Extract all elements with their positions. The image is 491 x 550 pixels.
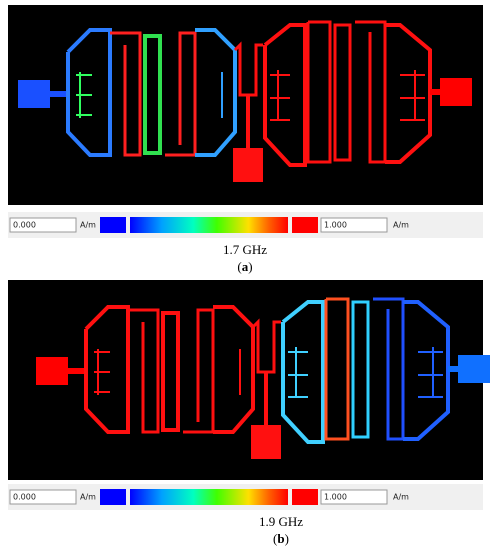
filter-layout (36, 297, 490, 459)
gradient-bar (130, 217, 288, 233)
port (251, 425, 281, 459)
paren: ( (273, 531, 277, 546)
trace (281, 300, 325, 444)
min-box (9, 489, 77, 505)
colorbar-max: 1.000 (324, 221, 347, 230)
panel-b: 0.000 A/m 1.000 A/m 1.9 GHz (b) (8, 280, 490, 546)
colorbar-max: 1.000 (324, 493, 347, 502)
unit: A/m (393, 493, 409, 502)
trace (128, 308, 160, 434)
max-box (320, 489, 388, 505)
paren: ( (237, 259, 241, 274)
filter-layout (18, 20, 472, 182)
label-letter: a (242, 259, 249, 274)
paren: ) (248, 259, 252, 274)
trace (66, 28, 112, 157)
trace (195, 28, 237, 157)
caption: 1.9 GHz (259, 514, 303, 529)
port (36, 357, 68, 385)
min-box (9, 217, 77, 233)
colorbar-min: 0.000 (13, 221, 36, 230)
port (233, 148, 263, 182)
port (458, 355, 490, 383)
high-swatch (292, 217, 318, 233)
trace (183, 308, 215, 434)
unit: A/m (393, 221, 409, 230)
panel-a: 0.000 A/m 1.000 A/m 1.7 GHz (a) (8, 5, 483, 274)
trace (324, 297, 350, 441)
colorbar-min: 0.000 (13, 493, 36, 502)
low-swatch (100, 489, 126, 505)
port (18, 80, 50, 108)
max-box (320, 217, 388, 233)
trace (110, 31, 142, 157)
trace (263, 23, 307, 167)
unit: A/m (80, 493, 96, 502)
resonator (333, 23, 352, 162)
panel-label: (a) (237, 259, 252, 274)
unit: A/m (80, 221, 96, 230)
high-swatch (292, 489, 318, 505)
trace (306, 20, 332, 164)
trace (84, 305, 130, 434)
port (440, 78, 472, 106)
resonator (143, 34, 162, 155)
resonator (351, 300, 370, 439)
resonator (161, 311, 180, 432)
trace (165, 31, 197, 157)
low-swatch (100, 217, 126, 233)
panel-label: (b) (273, 531, 289, 546)
gradient-bar (130, 489, 288, 505)
caption: 1.7 GHz (223, 242, 267, 257)
label-letter: b (277, 531, 284, 546)
trace (213, 305, 255, 434)
field-image (8, 280, 483, 480)
paren: ) (285, 531, 289, 546)
